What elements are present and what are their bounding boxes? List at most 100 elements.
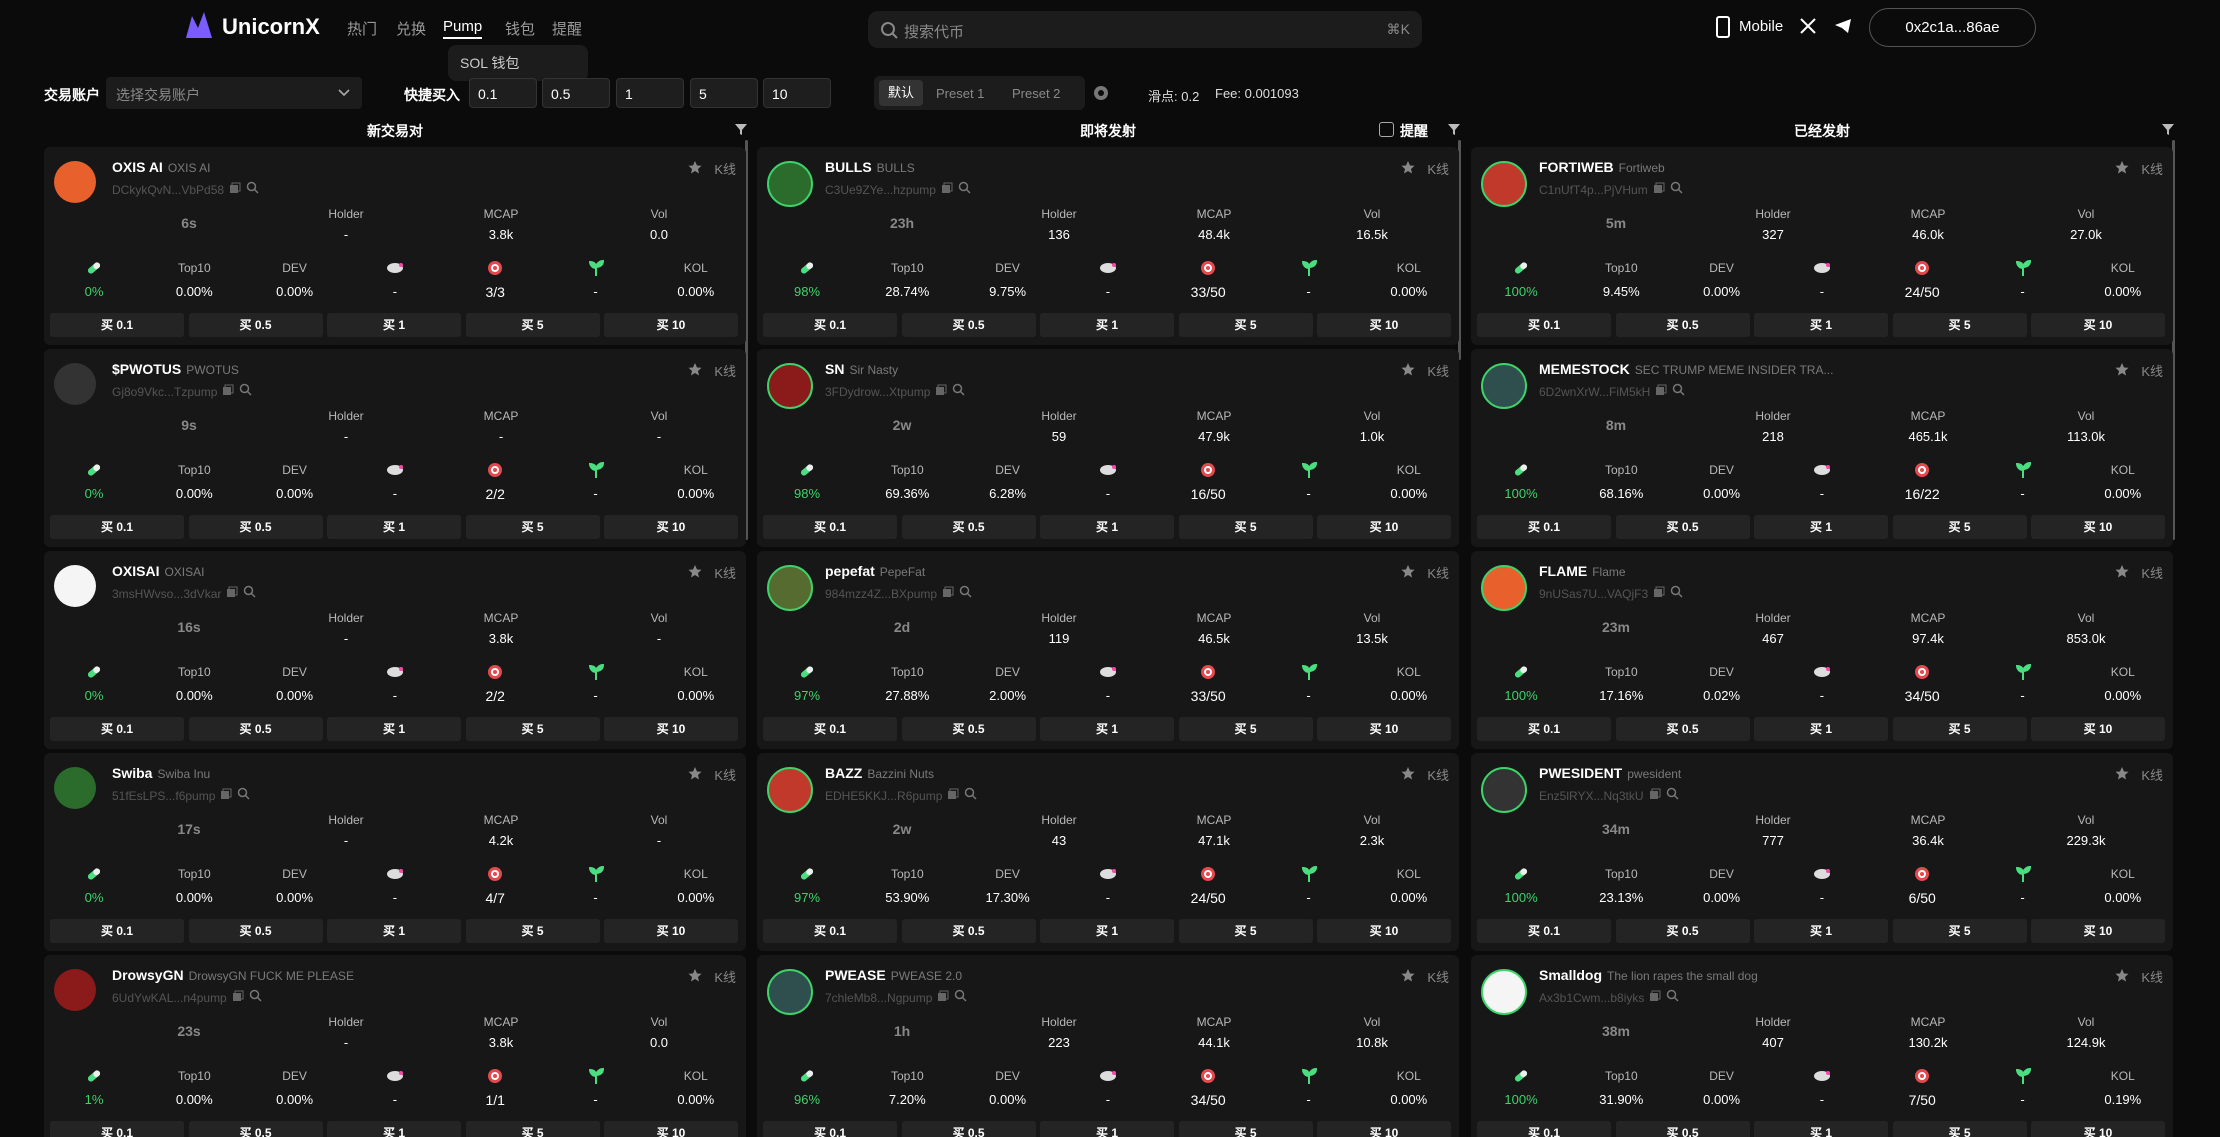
- buy-button[interactable]: 买 0.5: [188, 1121, 323, 1137]
- token-card[interactable]: Smalldog The lion rapes the small dog Ax3b…: [1471, 955, 2173, 1137]
- buy-button[interactable]: 买 0.5: [1615, 313, 1750, 337]
- buy-button[interactable]: 买 0.1: [763, 313, 897, 337]
- buy-button[interactable]: 买 0.1: [50, 313, 184, 337]
- buy-button[interactable]: 买 0.5: [1615, 515, 1750, 539]
- buy-button[interactable]: 买 5: [465, 1121, 600, 1137]
- quick-buy-input[interactable]: 1: [616, 78, 684, 108]
- buy-button[interactable]: 买 5: [1178, 515, 1313, 539]
- kline-link[interactable]: K线: [714, 566, 736, 581]
- token-card[interactable]: FORTIWEB Fortiweb C1nUfT4p...PjVHum K线 5m Hol…: [1471, 147, 2173, 345]
- nav-item[interactable]: Pump: [443, 18, 483, 39]
- alert-label[interactable]: 提醒: [1400, 123, 1428, 139]
- filter-icon[interactable]: [734, 122, 748, 141]
- address[interactable]: Ax3b1Cwm...b8iyks: [1539, 991, 1645, 1005]
- token-card[interactable]: Swiba Swiba Inu 51fEsLPS...f6pump K线 17s Hold…: [44, 753, 746, 951]
- wallet-button[interactable]: 0x2c1a...86ae: [1869, 8, 2036, 47]
- buy-button[interactable]: 买 1: [1754, 313, 1888, 337]
- nav-item[interactable]: 兑换: [396, 21, 427, 38]
- buy-button[interactable]: 买 0.5: [1615, 919, 1750, 943]
- nav-item[interactable]: 钱包: [505, 21, 536, 38]
- logo[interactable]: UnicornX: [222, 14, 320, 39]
- buy-button[interactable]: 买 1: [1754, 717, 1888, 741]
- buy-button[interactable]: 买 0.5: [188, 313, 323, 337]
- token-card[interactable]: OXIS AI OXIS AI DCkykQvN...VbPd58 K线 6s Holde…: [44, 147, 746, 345]
- quick-buy-input[interactable]: 0.5: [542, 78, 610, 108]
- buy-button[interactable]: 买 10: [604, 919, 738, 943]
- star-icon[interactable]: [688, 362, 702, 381]
- buy-button[interactable]: 买 0.5: [901, 1121, 1036, 1137]
- buy-button[interactable]: 买 0.1: [1477, 1121, 1611, 1137]
- buy-button[interactable]: 买 1: [1040, 919, 1174, 943]
- buy-button[interactable]: 买 1: [1754, 1121, 1888, 1137]
- star-icon[interactable]: [2115, 564, 2129, 583]
- buy-button[interactable]: 买 5: [1178, 717, 1313, 741]
- buy-button[interactable]: 买 0.1: [50, 717, 184, 741]
- buy-button[interactable]: 买 5: [1178, 313, 1313, 337]
- kline-link[interactable]: K线: [1427, 162, 1449, 177]
- kline-link[interactable]: K线: [1427, 970, 1449, 985]
- buy-button[interactable]: 买 0.1: [1477, 515, 1611, 539]
- kline-link[interactable]: K线: [2141, 970, 2163, 985]
- buy-button[interactable]: 买 10: [604, 717, 738, 741]
- buy-button[interactable]: 买 10: [1317, 1121, 1451, 1137]
- buy-button[interactable]: 买 10: [2031, 515, 2165, 539]
- star-icon[interactable]: [1401, 564, 1415, 583]
- alert-checkbox[interactable]: [1379, 122, 1394, 137]
- token-card[interactable]: PWESIDENT pwesident Enz5lRYX...Nq3tkU K线 34m…: [1471, 753, 2173, 951]
- star-icon[interactable]: [1401, 160, 1415, 179]
- star-icon[interactable]: [688, 564, 702, 583]
- buy-button[interactable]: 买 1: [1754, 919, 1888, 943]
- buy-button[interactable]: 买 10: [2031, 717, 2165, 741]
- kline-link[interactable]: K线: [714, 162, 736, 177]
- star-icon[interactable]: [1401, 766, 1415, 785]
- star-icon[interactable]: [688, 968, 702, 987]
- preset-tab[interactable]: Preset 2: [1012, 86, 1061, 101]
- address[interactable]: 984mzz4Z...BXpump: [825, 587, 938, 601]
- kline-link[interactable]: K线: [1427, 566, 1449, 581]
- buy-button[interactable]: 买 10: [1317, 515, 1451, 539]
- star-icon[interactable]: [1401, 968, 1415, 987]
- dropdown-item[interactable]: SOL 钱包: [448, 45, 588, 81]
- quick-buy-input[interactable]: 0.1: [469, 78, 537, 108]
- buy-button[interactable]: 买 1: [327, 717, 461, 741]
- kline-link[interactable]: K线: [714, 364, 736, 379]
- kline-link[interactable]: K线: [714, 970, 736, 985]
- filter-icon[interactable]: [1447, 122, 1461, 141]
- buy-button[interactable]: 买 10: [1317, 717, 1451, 741]
- buy-button[interactable]: 买 0.1: [763, 717, 897, 741]
- token-card[interactable]: MEMESTOCK SEC TRUMP MEME INSIDER TRA... 6D…: [1471, 349, 2173, 547]
- address[interactable]: C1nUfT4p...PjVHum: [1539, 183, 1648, 197]
- search-box[interactable]: 搜索代币 ⌘K: [868, 11, 1422, 48]
- kline-link[interactable]: K线: [2141, 162, 2163, 177]
- buy-button[interactable]: 买 0.5: [901, 919, 1036, 943]
- buy-button[interactable]: 买 10: [604, 313, 738, 337]
- buy-button[interactable]: 买 10: [2031, 919, 2165, 943]
- buy-button[interactable]: 买 5: [465, 515, 600, 539]
- telegram-icon[interactable]: [1834, 18, 1852, 34]
- token-card[interactable]: BAZZ Bazzini Nuts EDHE5KKJ...R6pump K线 2w Hol…: [757, 753, 1459, 951]
- address[interactable]: Enz5lRYX...Nq3tkU: [1539, 789, 1644, 803]
- buy-button[interactable]: 买 0.1: [1477, 313, 1611, 337]
- kline-link[interactable]: K线: [714, 768, 736, 783]
- buy-button[interactable]: 买 0.1: [763, 1121, 897, 1137]
- buy-button[interactable]: 买 5: [1178, 919, 1313, 943]
- star-icon[interactable]: [2115, 362, 2129, 381]
- buy-button[interactable]: 买 1: [327, 919, 461, 943]
- buy-button[interactable]: 买 5: [1892, 919, 2027, 943]
- token-card[interactable]: DrowsyGN DrowsyGN FUCK ME PLEASE 6UdYwKAL.…: [44, 955, 746, 1137]
- preset-tab[interactable]: Preset 1: [936, 86, 985, 101]
- buy-button[interactable]: 买 10: [1317, 919, 1451, 943]
- x-icon[interactable]: [1800, 18, 1816, 34]
- token-card[interactable]: SN Sir Nasty 3FDydrow...Xtpump K线 2w Holder 59…: [757, 349, 1459, 547]
- star-icon[interactable]: [2115, 160, 2129, 179]
- buy-button[interactable]: 买 0.5: [188, 515, 323, 539]
- buy-button[interactable]: 买 10: [2031, 1121, 2165, 1137]
- buy-button[interactable]: 买 0.5: [188, 717, 323, 741]
- buy-button[interactable]: 买 5: [1892, 313, 2027, 337]
- address[interactable]: 6D2wnXrW...FiM5kH: [1539, 385, 1651, 399]
- token-card[interactable]: FLAME Flame 9nUSas7U...VAQjF3 K线 23m Holder 46…: [1471, 551, 2173, 749]
- buy-button[interactable]: 买 0.5: [1615, 1121, 1750, 1137]
- address[interactable]: 7chleMb8...Ngpump: [825, 991, 933, 1005]
- nav-item[interactable]: 提醒: [552, 21, 583, 38]
- address[interactable]: EDHE5KKJ...R6pump: [825, 789, 943, 803]
